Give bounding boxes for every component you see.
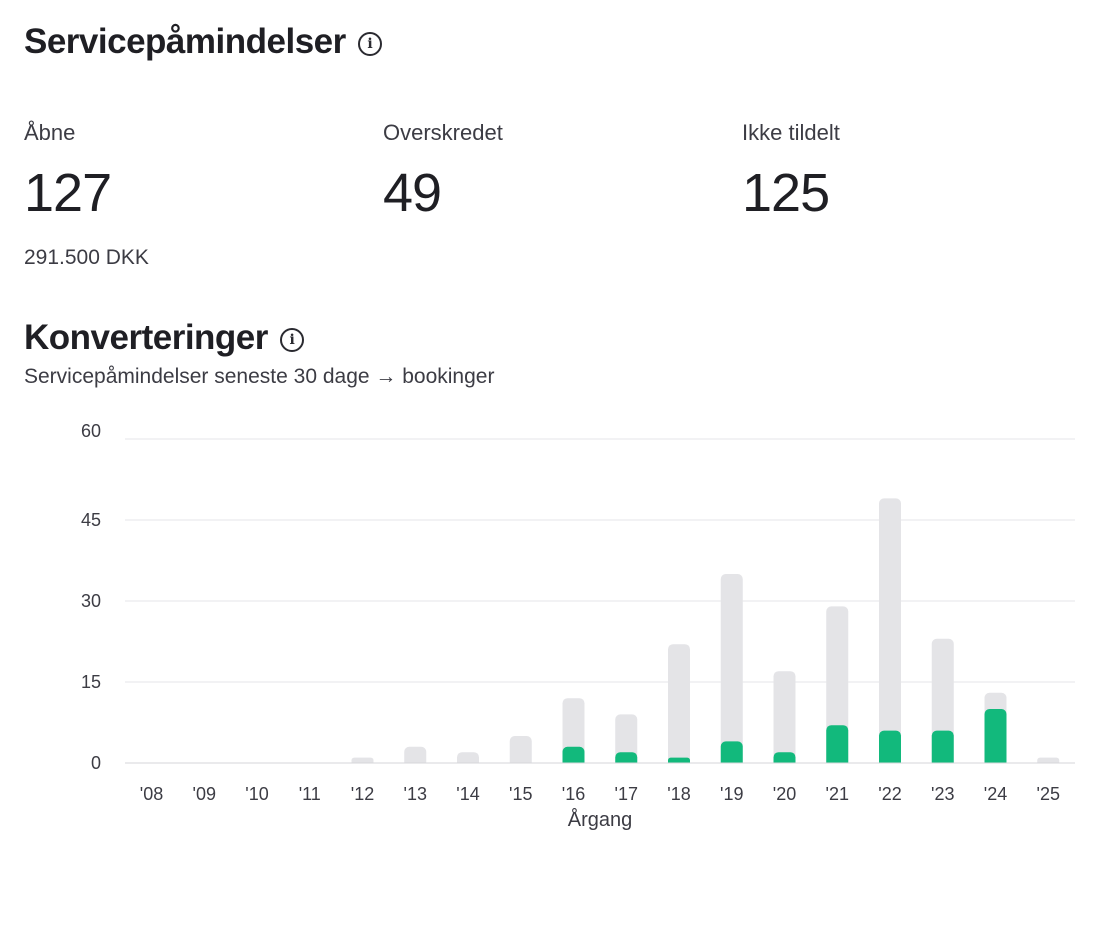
bar-reminders-12 — [773, 671, 796, 768]
bar-reminders-7 — [509, 736, 532, 768]
x-tick-label: '17 — [615, 784, 638, 804]
bar-bookings-14 — [879, 730, 901, 768]
x-tick-label: '16 — [562, 784, 585, 804]
conversions-section-title: Konverteringer i — [24, 318, 304, 358]
conversions-chart: 0 15 30 45 60 '08 '09 '10 '11 '12 '13 '14 '15 '16 '17 '… — [81, 421, 1075, 831]
stat-open-label: Åbne — [24, 120, 76, 145]
bar-reminders-10 — [668, 644, 690, 768]
info-icon[interactable]: i — [279, 328, 304, 352]
conversions-title: Konverteringer — [24, 318, 268, 357]
stat-overdue-value: 49 — [383, 163, 442, 223]
x-tick-label: '13 — [404, 784, 427, 804]
x-tick-label: '24 — [984, 784, 1007, 804]
stat-open: Åbne 127 291.500 DKK — [24, 120, 149, 270]
bar-bookings-16 — [984, 709, 1007, 768]
x-tick-label: '25 — [1037, 784, 1060, 804]
reminders-title: Servicepåmindelser — [24, 22, 346, 61]
stat-overdue-label: Overskredet — [383, 120, 503, 145]
x-tick-label: '10 — [245, 784, 268, 804]
bar-bookings-13 — [826, 725, 849, 768]
y-tick-label: 15 — [81, 672, 101, 692]
stat-unassigned-value: 125 — [742, 163, 830, 223]
x-tick-label: '12 — [351, 784, 374, 804]
bar-reminders-11 — [720, 574, 743, 768]
x-tick-label: '19 — [720, 784, 743, 804]
stat-open-value: 127 — [24, 163, 112, 223]
x-tick-label: '11 — [299, 784, 321, 804]
x-tick-label: '09 — [193, 784, 216, 804]
stat-unassigned-label: Ikke tildelt — [742, 120, 840, 145]
baseline-mask — [125, 763, 1075, 772]
bar-reminders-14 — [879, 498, 901, 768]
info-icon[interactable]: i — [357, 32, 382, 56]
conversions-subtitle: Servicepåmindelser seneste 30 dage → boo… — [24, 365, 495, 388]
bar-bookings-11 — [720, 741, 743, 768]
x-tick-label: '08 — [140, 784, 163, 804]
x-tick-label: '21 — [826, 784, 849, 804]
x-tick-label: '20 — [773, 784, 796, 804]
stat-overdue: Overskredet 49 — [383, 120, 503, 220]
x-tick-label: '15 — [509, 784, 532, 804]
bar-bookings-15 — [931, 730, 954, 768]
y-tick-label: 45 — [81, 510, 101, 530]
y-tick-label: 30 — [81, 591, 101, 611]
x-axis-title: Årgang — [568, 808, 633, 831]
stat-open-amount: 291.500 DKK — [24, 246, 149, 269]
y-tick-label: 60 — [81, 421, 101, 441]
stat-unassigned: Ikke tildelt 125 — [742, 120, 840, 220]
x-tick-label: '14 — [456, 784, 479, 804]
y-tick-label: 0 — [91, 753, 101, 773]
x-tick-label: '23 — [931, 784, 954, 804]
reminders-section-title: Servicepåmindelser i — [24, 22, 382, 62]
x-tick-label: '18 — [667, 784, 690, 804]
x-tick-label: '22 — [878, 784, 901, 804]
